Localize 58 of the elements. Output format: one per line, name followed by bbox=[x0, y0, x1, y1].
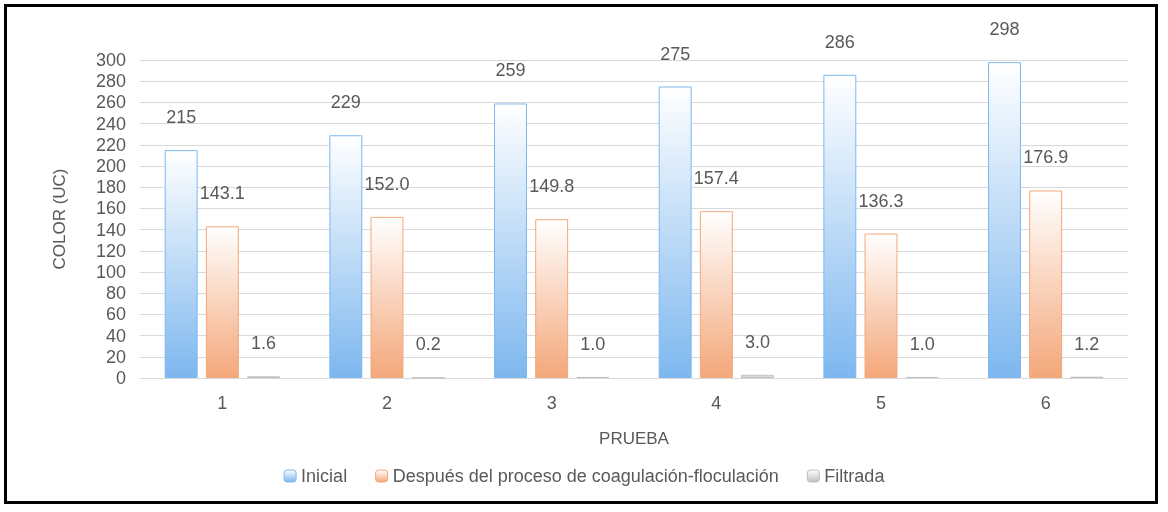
x-axis-title: PRUEBA bbox=[599, 429, 670, 448]
bar bbox=[864, 233, 898, 378]
bar bbox=[535, 219, 569, 378]
data-label: 176.9 bbox=[1023, 147, 1069, 168]
legend-label: Inicial bbox=[301, 466, 348, 486]
bar bbox=[205, 226, 239, 378]
bar bbox=[370, 216, 404, 378]
bar bbox=[823, 74, 857, 378]
y-tick-label: 160 bbox=[95, 198, 126, 219]
y-tick-label: 220 bbox=[95, 134, 126, 155]
data-label: 1.2 bbox=[1074, 333, 1100, 354]
data-label: 157.4 bbox=[693, 168, 739, 189]
y-tick-label: 180 bbox=[95, 177, 126, 198]
y-axis-title: COLOR (UC) bbox=[50, 168, 69, 270]
bar bbox=[1029, 190, 1063, 378]
data-label: 149.8 bbox=[529, 176, 575, 197]
y-tick-label: 300 bbox=[95, 50, 126, 70]
y-tick-label: 280 bbox=[95, 71, 126, 92]
data-label: 275 bbox=[660, 43, 691, 64]
y-tick-label: 100 bbox=[95, 262, 126, 282]
x-tick-label: 1 bbox=[217, 393, 228, 413]
y-tick-label: 60 bbox=[105, 304, 126, 325]
x-tick-label: 4 bbox=[711, 393, 722, 413]
data-label: 259 bbox=[495, 60, 526, 81]
data-label: 298 bbox=[989, 19, 1020, 40]
bar bbox=[329, 135, 363, 378]
data-label: 286 bbox=[824, 31, 855, 52]
y-tick-label: 120 bbox=[95, 240, 126, 261]
data-label: 136.3 bbox=[858, 190, 904, 211]
bar bbox=[988, 62, 1021, 378]
data-label: 152.0 bbox=[364, 173, 410, 194]
bar bbox=[494, 103, 527, 378]
x-tick-label: 6 bbox=[1040, 393, 1051, 413]
legend-label: Después del proceso de coagulación-floculación bbox=[392, 466, 779, 486]
x-tick-label: 5 bbox=[875, 393, 887, 413]
y-tick-label: 260 bbox=[95, 92, 126, 113]
data-label: 1.6 bbox=[250, 333, 277, 354]
legend-label: Filtrada bbox=[824, 466, 886, 486]
bar bbox=[741, 374, 774, 378]
y-tick-label: 40 bbox=[105, 325, 126, 346]
data-label: 143.1 bbox=[199, 183, 245, 204]
y-tick-label: 80 bbox=[105, 283, 126, 304]
bar bbox=[164, 150, 198, 378]
y-tick-label: 200 bbox=[95, 156, 126, 176]
x-tick-label: 3 bbox=[546, 393, 557, 413]
y-tick-label: 20 bbox=[105, 346, 126, 367]
data-label: 3.0 bbox=[744, 331, 771, 352]
y-tick-label: 140 bbox=[95, 219, 126, 240]
y-tick-label: 0 bbox=[115, 368, 126, 388]
x-tick-label: 2 bbox=[381, 393, 393, 413]
bar bbox=[699, 211, 733, 378]
y-tick-label: 240 bbox=[95, 113, 126, 134]
data-label: 0.2 bbox=[415, 334, 441, 355]
data-label: 1.0 bbox=[909, 333, 935, 354]
data-label: 215 bbox=[166, 107, 197, 128]
bar bbox=[658, 86, 692, 378]
data-label: 229 bbox=[330, 92, 361, 113]
data-label: 1.0 bbox=[580, 333, 606, 354]
